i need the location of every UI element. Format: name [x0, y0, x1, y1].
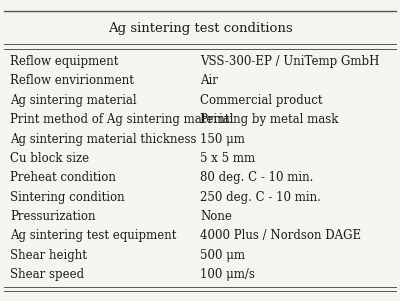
Text: Reflow equipment: Reflow equipment: [10, 55, 118, 68]
Text: 4000 Plus / Nordson DAGE: 4000 Plus / Nordson DAGE: [200, 229, 361, 243]
Text: 80 deg. C - 10 min.: 80 deg. C - 10 min.: [200, 171, 313, 184]
Text: Pressurization: Pressurization: [10, 210, 96, 223]
Text: Ag sintering test equipment: Ag sintering test equipment: [10, 229, 176, 243]
Text: 100 μm/s: 100 μm/s: [200, 268, 255, 281]
Text: Printing by metal mask: Printing by metal mask: [200, 113, 338, 126]
Text: 5 x 5 mm: 5 x 5 mm: [200, 152, 255, 165]
Text: 150 μm: 150 μm: [200, 132, 245, 145]
Text: Shear height: Shear height: [10, 249, 87, 262]
Text: Ag sintering material thickness: Ag sintering material thickness: [10, 132, 196, 145]
Text: Ag sintering test conditions: Ag sintering test conditions: [108, 22, 292, 35]
Text: VSS-300-EP / UniTemp GmbH: VSS-300-EP / UniTemp GmbH: [200, 55, 379, 68]
Text: Commercial product: Commercial product: [200, 94, 322, 107]
Text: Cu block size: Cu block size: [10, 152, 89, 165]
Text: 250 deg. C - 10 min.: 250 deg. C - 10 min.: [200, 191, 321, 204]
Text: Print method of Ag sintering material: Print method of Ag sintering material: [10, 113, 234, 126]
Text: Shear speed: Shear speed: [10, 268, 84, 281]
Text: Preheat condition: Preheat condition: [10, 171, 116, 184]
Text: None: None: [200, 210, 232, 223]
Text: 500 μm: 500 μm: [200, 249, 245, 262]
Text: Reflow envirionment: Reflow envirionment: [10, 74, 134, 87]
Text: Air: Air: [200, 74, 218, 87]
Text: Ag sintering material: Ag sintering material: [10, 94, 137, 107]
Text: Sintering condition: Sintering condition: [10, 191, 125, 204]
